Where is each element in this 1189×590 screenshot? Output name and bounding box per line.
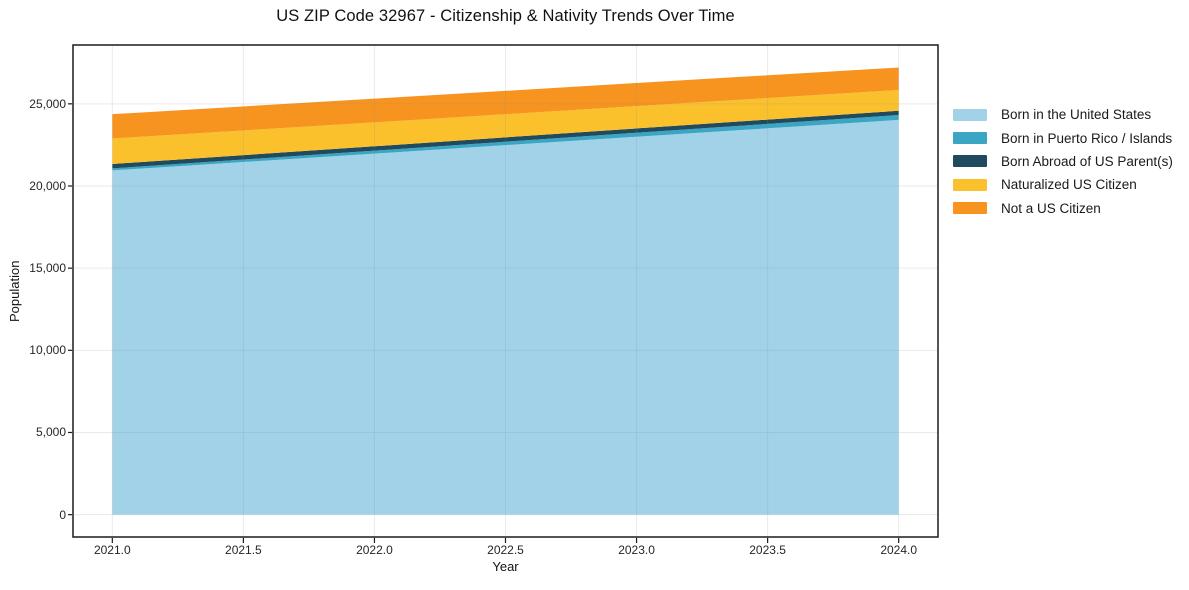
y-tick-label: 0 [59,507,66,522]
y-axis-label: Population [7,260,22,322]
legend-row: Born in Puerto Rico / Islands [953,126,1173,149]
x-axis-label: Year [492,559,519,574]
legend-label: Not a US Citizen [1001,200,1101,216]
x-tick-label: 2023.5 [749,543,786,557]
x-tick-label: 2021.5 [225,543,262,557]
area-naturalized-us-citizen [112,90,899,164]
legend-row: Naturalized US Citizen [953,173,1173,196]
x-tick-label: 2023.0 [618,543,655,557]
legend-label: Born in Puerto Rico / Islands [1001,130,1173,146]
legend: Born in the United States Born in Puerto … [953,103,1173,220]
legend-row: Born in the United States [953,103,1173,126]
legend-row: Not a US Citizen [953,197,1173,220]
x-tick-label: 2022.0 [356,543,393,557]
area-not-a-us-citizen [112,67,899,139]
y-tick-label: 5,000 [35,425,66,440]
area-born-in-the-united-states [112,119,899,515]
y-tick-label: 15,000 [29,261,66,276]
chart-title: US ZIP Code 32967 - Citizenship & Nativi… [276,7,735,25]
legend-swatch-icon [953,202,987,215]
x-tick-label: 2021.0 [93,543,131,557]
y-tick-label: 20,000 [29,178,66,193]
x-tick-label: 2024.0 [880,543,918,557]
legend-swatch-icon [953,108,987,121]
legend-label: Born in the United States [1001,107,1152,123]
legend-swatch-icon [953,178,987,191]
area-born-abroad-of-us-parent-s [112,110,899,169]
legend-swatch-icon [953,155,987,168]
legend-label: Born Abroad of US Parent(s) [1001,153,1173,169]
legend-label: Naturalized US Citizen [1001,177,1137,193]
area-born-in-puerto-rico-islands [112,115,899,171]
x-tick-label: 2022.5 [487,543,524,557]
plot-border [72,44,939,538]
legend-swatch-icon [953,132,987,145]
legend-row: Born Abroad of US Parent(s) [953,150,1173,173]
y-tick-label: 10,000 [29,343,66,358]
y-tick-label: 25,000 [29,96,66,111]
